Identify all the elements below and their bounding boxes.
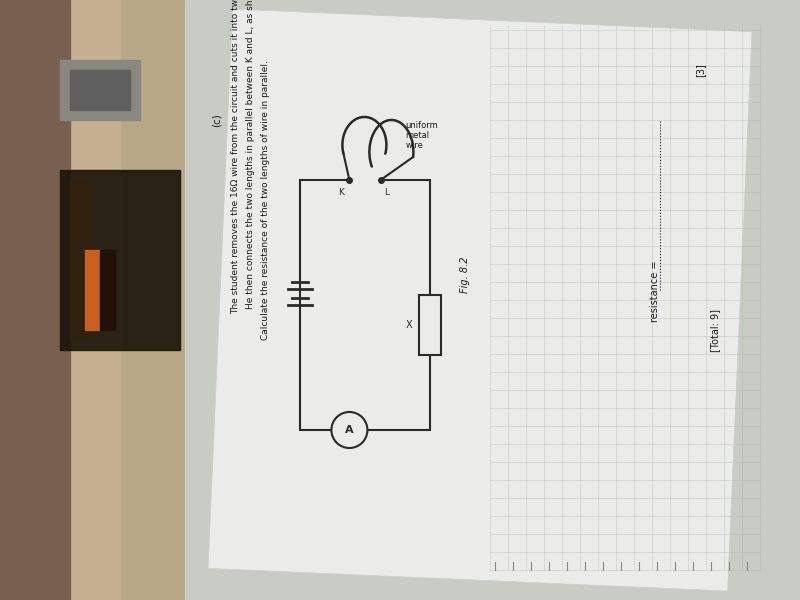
Text: wire: wire [406, 140, 423, 149]
Bar [60, 170, 180, 350]
Bar [0, 0, 120, 600]
Bar [185, 0, 800, 600]
Text: A: A [345, 425, 354, 435]
Text: metal: metal [406, 130, 430, 139]
Bar [0, 0, 70, 600]
Text: resistance =: resistance = [650, 257, 660, 322]
Bar [70, 70, 130, 110]
Polygon shape [208, 9, 752, 591]
Bar [100, 250, 115, 330]
Text: uniform: uniform [406, 121, 438, 130]
Text: (c): (c) [212, 113, 222, 127]
Text: The student removes the 16Ω wire from the circuit and cuts it into two equal len: The student removes the 16Ω wire from th… [231, 0, 240, 314]
Text: X: X [406, 320, 412, 330]
Text: [Total: 9]: [Total: 9] [710, 308, 720, 352]
Text: [3]: [3] [695, 63, 705, 77]
Text: Calculate the resistance of the two lengths of wire in parallel.: Calculate the resistance of the two leng… [261, 60, 270, 340]
Bar [0, 0, 185, 600]
Circle shape [331, 412, 367, 448]
Text: L: L [384, 188, 389, 197]
Bar [85, 250, 100, 330]
Text: K: K [338, 188, 344, 197]
Bar [419, 295, 441, 355]
Text: He then connects the two lengths in parallel between K and L, as shown in Fig. 8: He then connects the two lengths in para… [246, 0, 255, 309]
Bar [60, 60, 140, 120]
Bar [70, 180, 90, 340]
Text: Fig. 8.2: Fig. 8.2 [460, 257, 470, 293]
